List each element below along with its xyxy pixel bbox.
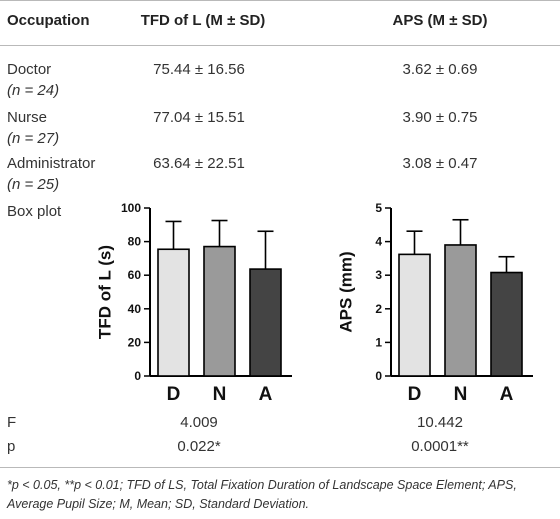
row-n-doctor: (n = 24) (7, 82, 60, 99)
tfd-y-tick-label: 100 (121, 201, 141, 215)
aps-category-label: A (500, 384, 514, 405)
tfd-category-label: N (213, 384, 227, 405)
tfd-y-tick-label: 0 (134, 369, 141, 383)
aps-y-tick-label: 3 (375, 268, 382, 282)
cell-aps-nurse: 3.90 ± 0.75 (402, 109, 478, 126)
aps-bar-d (398, 253, 431, 377)
row-label-boxplot: Box plot (7, 203, 62, 220)
cell-tfd-doctor: 75.44 ± 16.56 (153, 61, 245, 78)
tfd-y-tick-label: 40 (128, 302, 142, 316)
row-n-nurse: (n = 27) (7, 130, 60, 147)
tfd-y-tick-label: 80 (128, 235, 142, 249)
aps-category-label: D (408, 384, 422, 405)
cell-tfd-administrator: 63.64 ± 22.51 (153, 155, 245, 172)
tfd-y-axis-label: TFD of L (s) (95, 245, 114, 339)
header-rule (0, 45, 560, 46)
top-rule (0, 0, 560, 1)
aps-y-tick-label: 4 (375, 235, 382, 249)
cell-p-tfd: 0.022* (177, 438, 221, 455)
row-label-p: p (7, 438, 16, 455)
cell-p-aps: 0.0001** (411, 438, 469, 455)
tfd-y-tick-label: 20 (128, 335, 142, 349)
cell-aps-doctor: 3.62 ± 0.69 (402, 61, 478, 78)
aps-y-tick-label: 1 (375, 335, 382, 349)
tfd-bar-n (203, 245, 236, 377)
tfd-category-label: D (167, 384, 181, 405)
aps-bar-chart: 0 1 2 3 4 5 APS (mm) D N A (336, 201, 533, 405)
header-aps: APS (M ± SD) (392, 12, 488, 29)
tfd-bar-chart: 0 20 40 60 80 100 TFD of L (s) D N A (95, 201, 292, 405)
aps-category-label: N (454, 384, 468, 405)
header-tfd: TFD of L (M ± SD) (140, 12, 266, 29)
tfd-y-tick-label: 60 (128, 268, 142, 282)
cell-tfd-nurse: 77.04 ± 15.51 (153, 109, 245, 126)
aps-y-tick-label: 0 (375, 369, 382, 383)
header-occupation: Occupation (7, 12, 90, 29)
bottom-rule (0, 467, 560, 468)
row-label-nurse: Nurse (7, 109, 48, 126)
row-n-administrator: (n = 25) (7, 176, 60, 193)
row-label-administrator: Administrator (7, 155, 96, 172)
aps-bar-a (490, 271, 523, 377)
table-footnote: *p < 0.05, **p < 0.01; TFD of LS, Total … (7, 478, 517, 511)
aps-y-tick-label: 2 (375, 302, 382, 316)
aps-y-axis-label: APS (mm) (336, 251, 355, 332)
row-label-doctor: Doctor (7, 61, 52, 78)
cell-f-tfd: 4.009 (180, 414, 218, 431)
tfd-bar-d (157, 248, 190, 377)
cell-f-aps: 10.442 (417, 414, 463, 431)
tfd-bar-a (249, 268, 282, 377)
tfd-category-label: A (259, 384, 273, 405)
cell-aps-administrator: 3.08 ± 0.47 (402, 155, 478, 172)
aps-bar-n (444, 244, 477, 377)
row-label-f: F (7, 414, 17, 431)
aps-y-tick-label: 5 (375, 201, 382, 215)
